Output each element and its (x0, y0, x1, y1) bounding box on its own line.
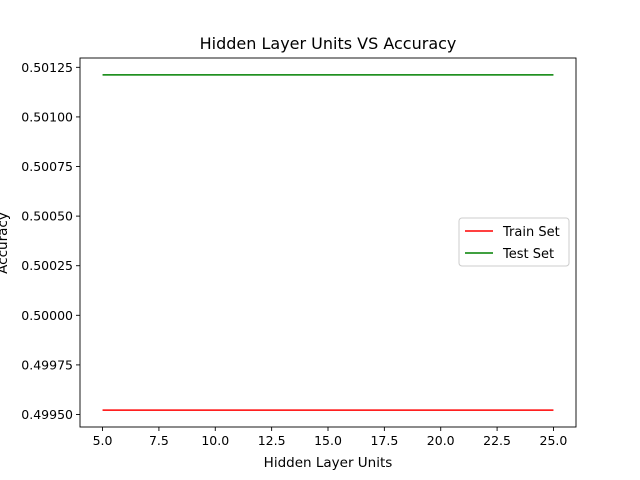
y-axis-title: Accuracy (0, 212, 11, 274)
y-tick-label: 0.49975 (21, 357, 73, 372)
legend-label-1: Test Set (502, 247, 554, 262)
y-tick-label: 0.50075 (21, 159, 73, 174)
legend-label-0: Train Set (502, 225, 560, 240)
y-tick-label: 0.50100 (21, 109, 73, 124)
y-axis-ticks: 0.49950 0.49975 0.50000 0.50025 0.50050 0.500… (21, 60, 80, 422)
y-tick-label: 0.49950 (21, 407, 73, 422)
y-tick-label: 0.50050 (21, 209, 73, 224)
chart-title: Hidden Layer Units VS Accuracy (200, 34, 457, 53)
x-axis-title: Hidden Layer Units (264, 455, 393, 471)
legend-box (458, 217, 570, 267)
x-tick-label: 12.5 (258, 433, 286, 448)
x-tick-label: 20.0 (427, 433, 455, 448)
y-tick-label: 0.50025 (21, 258, 73, 273)
x-tick-label: 25.0 (540, 433, 568, 448)
y-tick-label: 0.50000 (21, 308, 73, 323)
x-tick-label: 7.5 (149, 433, 169, 448)
y-tick-label: 0.50125 (21, 60, 73, 75)
x-axis-ticks: 5.0 7.5 10.0 12.5 15.0 17.5 20.0 22.5 25.0 (93, 427, 568, 448)
legend: Train Set Test Set (458, 217, 570, 267)
x-tick-label: 22.5 (483, 433, 511, 448)
x-tick-label: 17.5 (370, 433, 398, 448)
x-tick-label: 5.0 (93, 433, 113, 448)
x-tick-label: 15.0 (314, 433, 342, 448)
x-tick-label: 10.0 (201, 433, 229, 448)
